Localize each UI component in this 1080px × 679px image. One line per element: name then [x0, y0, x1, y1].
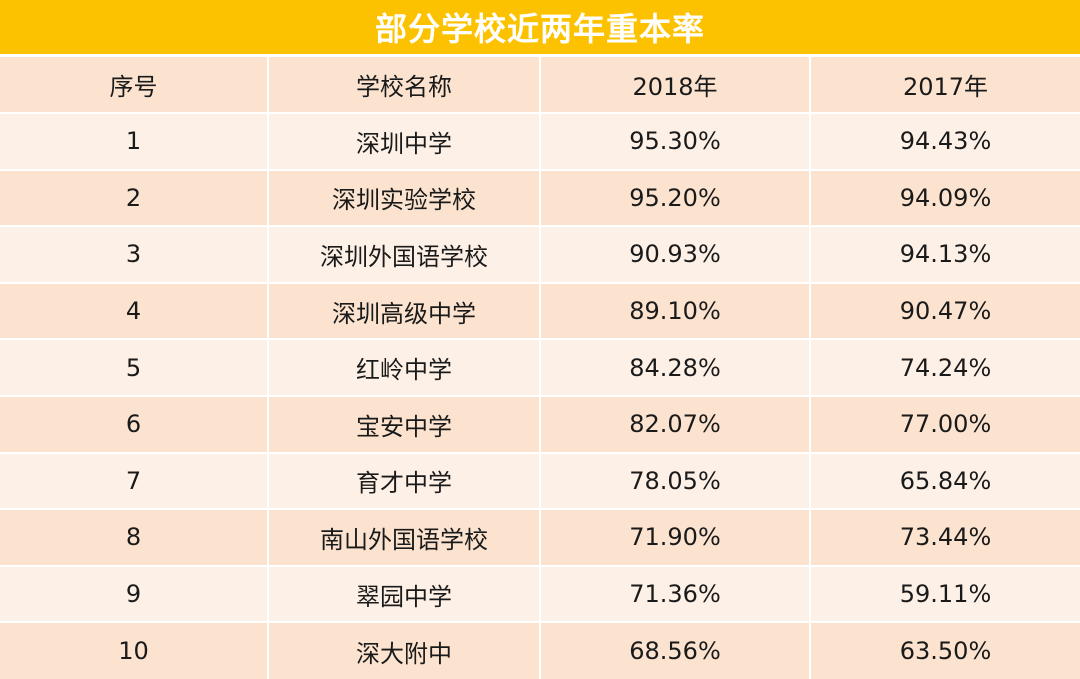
rate-2018-cell: 95.30% [539, 113, 810, 170]
row-index-cell: 10 [118, 637, 149, 666]
table-row: 3 深圳外国语学校 90.93% 94.13% [0, 226, 1080, 283]
school-name-cell: 深圳实验学校 [267, 169, 540, 227]
row-index-cell: 8 [125, 523, 142, 552]
school-name-cell: 红岭中学 [267, 339, 540, 396]
rate-2018-cell: 68.56% [539, 622, 810, 679]
header-school: 学校名称 [267, 57, 540, 113]
rate-2018-cell: 89.10% [539, 282, 810, 340]
school-name-cell: 育才中学 [267, 452, 540, 510]
table-row: 7 育才中学 78.05% 65.84% [0, 452, 1080, 510]
rate-2017-cell: 63.50% [809, 622, 1080, 679]
rate-2017-cell: 77.00% [809, 395, 1080, 453]
table-row: 4 深圳高级中学 89.10% 90.47% [0, 282, 1080, 340]
rate-2018-cell: 71.90% [539, 509, 810, 566]
header-2018: 2018年 [539, 57, 810, 113]
table-row: 6 宝安中学 82.07% 77.00% [0, 395, 1080, 453]
table-header-row: 序号 学校名称 2018年 2017年 [0, 57, 1080, 113]
rate-2017-cell: 94.13% [809, 226, 1080, 283]
row-index-cell: 9 [125, 580, 142, 609]
rate-2018-cell: 84.28% [539, 339, 810, 396]
table-row: 8 南山外国语学校 71.90% 73.44% [0, 509, 1080, 566]
rate-2018-cell: 71.36% [539, 565, 810, 623]
row-index-cell: 2 [125, 183, 142, 212]
school-name-cell: 深圳高级中学 [267, 282, 540, 340]
row-index-cell: 7 [125, 466, 142, 495]
table-row: 2 深圳实验学校 95.20% 94.09% [0, 169, 1080, 227]
rate-2018-cell: 78.05% [539, 452, 810, 510]
table-row: 9 翠园中学 71.36% 59.11% [0, 565, 1080, 623]
rate-2018-cell: 82.07% [539, 395, 810, 453]
school-name-cell: 宝安中学 [267, 395, 540, 453]
header-index: 序号 [109, 73, 158, 101]
header-2017: 2017年 [809, 57, 1080, 113]
table-row: 1 深圳中学 95.30% 94.43% [0, 113, 1080, 170]
rate-2017-cell: 74.24% [809, 339, 1080, 396]
row-index-cell: 6 [125, 410, 142, 439]
row-index-cell: 5 [125, 353, 142, 382]
rate-2018-cell: 95.20% [539, 169, 810, 227]
rate-2017-cell: 94.09% [809, 169, 1080, 227]
school-name-cell: 翠园中学 [267, 565, 540, 623]
row-index-cell: 3 [125, 240, 142, 269]
row-index-cell: 4 [125, 297, 142, 326]
rate-2017-cell: 94.43% [809, 113, 1080, 170]
row-index-cell: 1 [125, 127, 142, 156]
table-row: 10 深大附中 68.56% 63.50% [0, 622, 1080, 679]
rate-2017-cell: 90.47% [809, 282, 1080, 340]
rate-table: 序号 学校名称 2018年 2017年 1 深圳中学 95.30% 94.43% 2 深圳… [0, 57, 1080, 679]
rate-2017-cell: 65.84% [809, 452, 1080, 510]
school-name-cell: 深大附中 [267, 622, 540, 679]
rate-2017-cell: 59.11% [809, 565, 1080, 623]
school-name-cell: 深圳中学 [267, 113, 540, 170]
school-name-cell: 深圳外国语学校 [267, 226, 540, 283]
table-row: 5 红岭中学 84.28% 74.24% [0, 339, 1080, 396]
rate-2018-cell: 90.93% [539, 226, 810, 283]
table-title: 部分学校近两年重本率 [0, 0, 1080, 57]
rate-2017-cell: 73.44% [809, 509, 1080, 566]
school-name-cell: 南山外国语学校 [267, 509, 540, 566]
